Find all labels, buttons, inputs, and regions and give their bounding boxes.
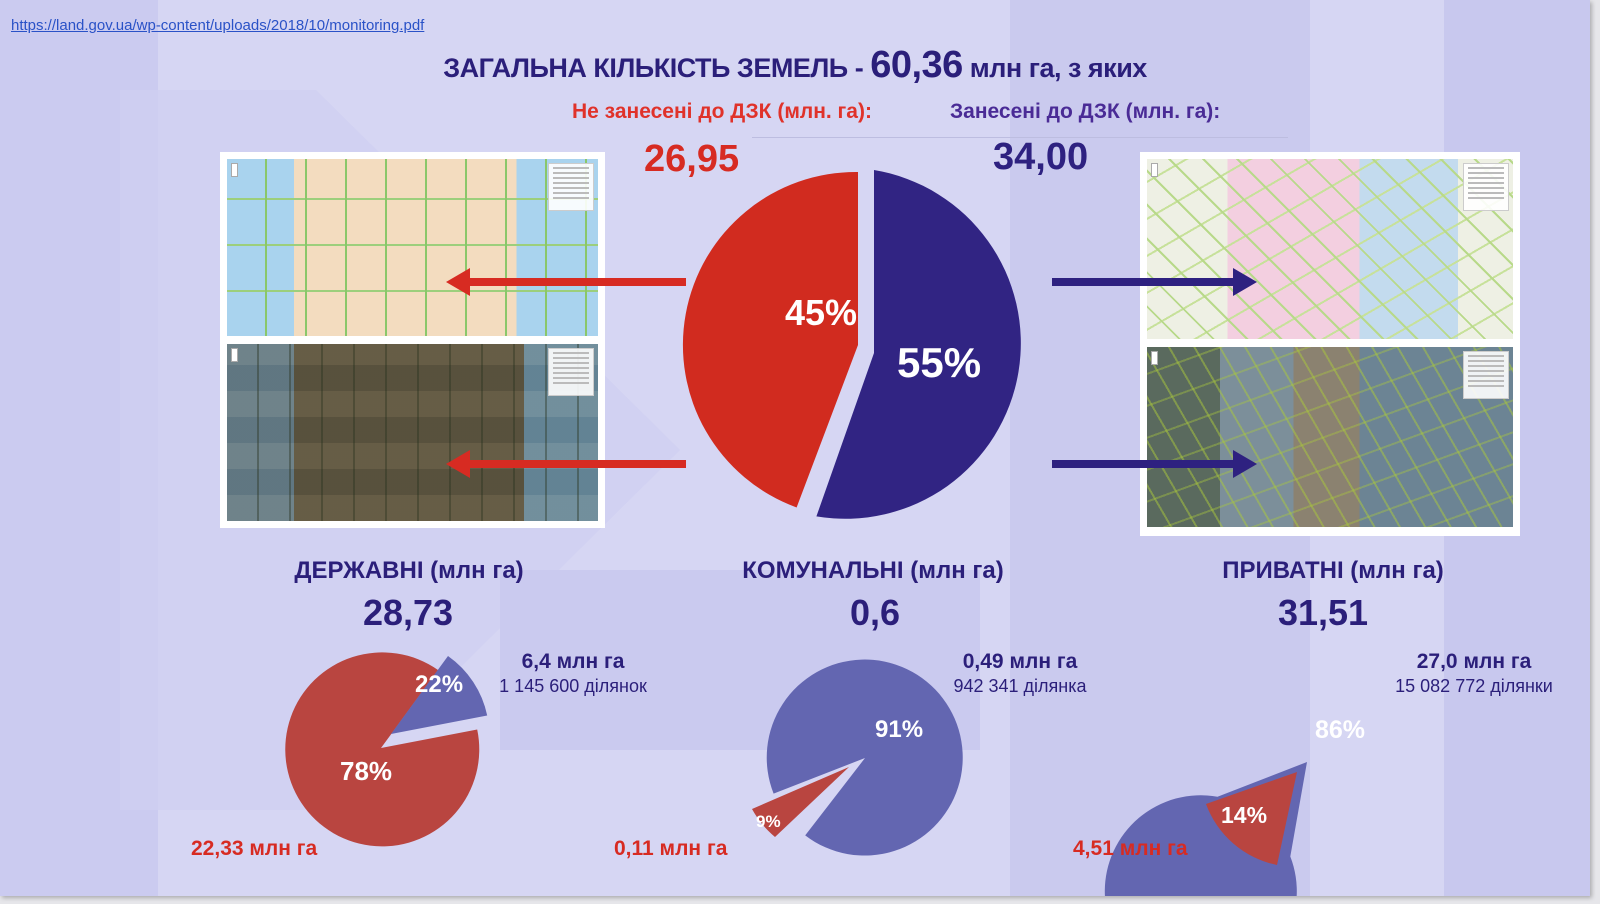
map-layer-legend [548, 163, 594, 211]
map-zoom-control [231, 163, 238, 177]
divider [752, 137, 1288, 138]
cadastral-map-image [227, 159, 598, 336]
state-registered-area: 6,4 млн га [521, 650, 625, 673]
satellite-map-image [1147, 347, 1513, 527]
private-unregistered-area: 4,51 млн га [1073, 837, 1188, 860]
pie-label-registered: 55% [897, 339, 981, 386]
pie-label-unregistered: 14% [1221, 802, 1267, 828]
pie-label-unregistered: 9% [756, 812, 781, 831]
registered-label: Занесені до ДЗК (млн. га): [950, 100, 1221, 123]
state-unregistered-area: 22,33 млн га [191, 837, 318, 860]
registered-value: 34,00 [993, 136, 1089, 178]
satellite-map-image [227, 344, 598, 521]
state-registered-parcels: 1 145 600 ділянок [499, 676, 647, 696]
arrow-right-icon [1052, 268, 1257, 296]
unregistered-land-maps [220, 152, 605, 528]
map-layer-legend [1463, 351, 1509, 399]
not-registered-value: 26,95 [644, 138, 740, 180]
title-total-value: 60,36 [870, 44, 963, 86]
cadastral-map-image [1147, 159, 1513, 339]
pie-slice-unregistered [1206, 772, 1297, 865]
communal-land-value: 0,6 [849, 592, 901, 633]
state-land-title: ДЕРЖАВНІ (млн га) [294, 557, 524, 584]
page-title: ЗАГАЛЬНА КІЛЬКІСТЬ ЗЕМЕЛЬ - 60,36 млн га… [0, 44, 1590, 87]
map-zoom-control [1151, 163, 1158, 177]
pie-label-registered: 22% [415, 671, 463, 698]
communal-registered-area: 0,49 млн га [962, 650, 1078, 673]
private-land-value: 31,51 [1277, 592, 1369, 633]
pie-label-not-registered: 45% [785, 292, 857, 333]
pie-label-registered: 91% [875, 716, 923, 743]
not-registered-label: Не занесені до ДЗК (млн. га): [572, 100, 872, 123]
communal-registered-parcels: 942 341 ділянка [953, 676, 1087, 696]
state-land-pie-chart: 22% 78% [285, 652, 488, 847]
arrow-left-icon [446, 268, 686, 296]
map-layer-legend [548, 348, 594, 396]
title-prefix: ЗАГАЛЬНА КІЛЬКІСТЬ ЗЕМЕЛЬ - [443, 53, 871, 83]
pie-label-unregistered: 78% [340, 756, 392, 786]
source-link[interactable]: https://land.gov.ua/wp-content/uploads/2… [11, 17, 425, 34]
map-zoom-control [1151, 351, 1158, 365]
communal-land-pie-chart: 91% 9% [752, 659, 963, 856]
arrow-right-icon [1052, 450, 1257, 478]
pie-slice-registered [766, 659, 963, 856]
private-land-pie-chart: 86% 14% [1104, 716, 1365, 896]
pie-slice-registered [816, 170, 1021, 519]
communal-unregistered-area: 0,11 млн га [614, 837, 728, 860]
arrow-left-icon [446, 450, 686, 478]
map-zoom-control [231, 348, 238, 362]
pie-slice-registered [391, 656, 488, 734]
pie-slice-unregistered [285, 652, 480, 847]
private-registered-parcels: 15 082 772 ділянки [1395, 676, 1553, 696]
pie-slice-unregistered [752, 767, 849, 837]
registered-land-maps [1140, 152, 1520, 536]
main-pie-chart: 45% 55% [682, 170, 1021, 519]
map-layer-legend [1463, 163, 1509, 211]
communal-land-title: КОМУНАЛЬНІ (млн га) [742, 557, 1004, 584]
pie-label-registered: 86% [1315, 716, 1365, 744]
state-land-value: 28,73 [362, 592, 454, 633]
private-registered-area: 27,0 млн га [1416, 650, 1532, 673]
private-land-title: ПРИВАТНІ (млн га) [1222, 557, 1444, 584]
pie-slice-not-registered [682, 171, 858, 508]
title-suffix: млн га, з яких [962, 53, 1148, 83]
